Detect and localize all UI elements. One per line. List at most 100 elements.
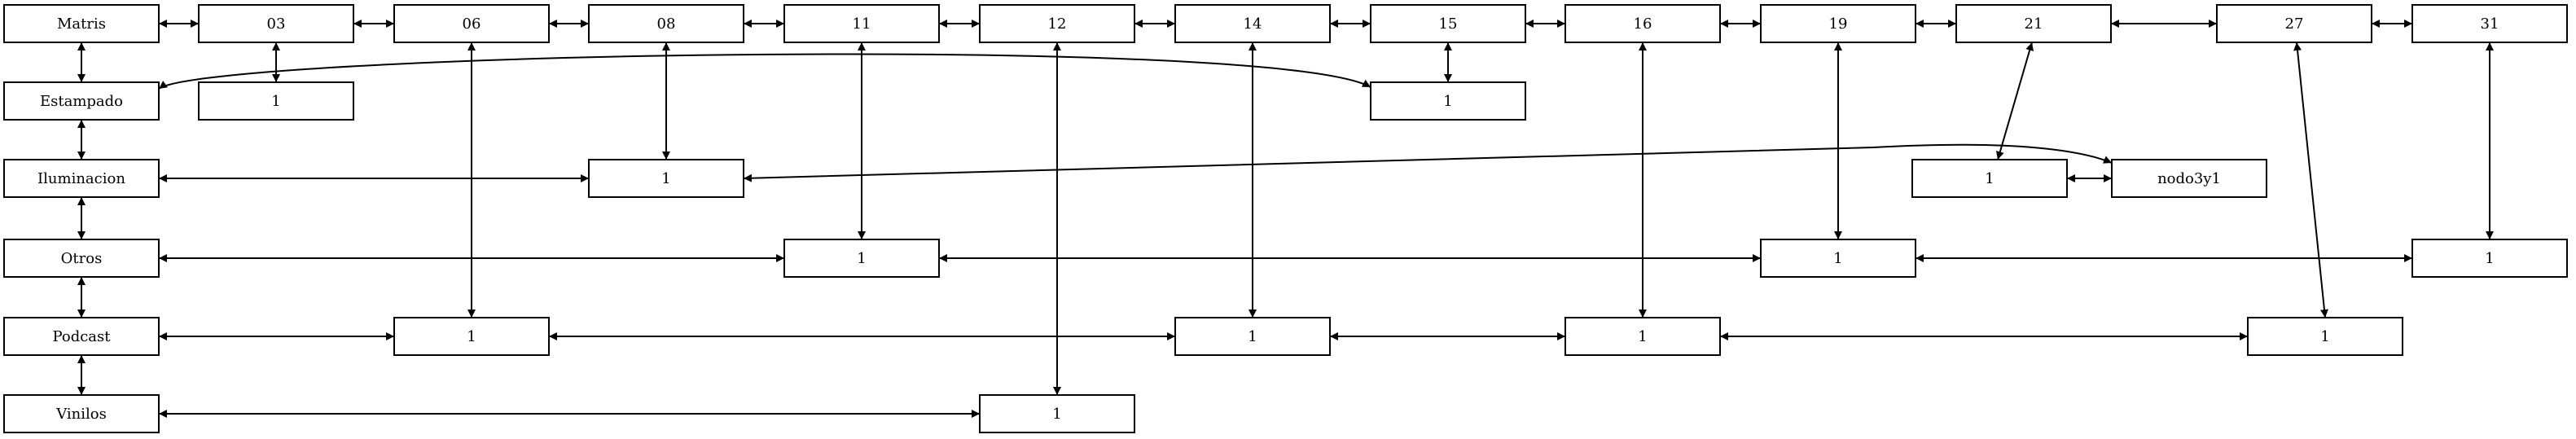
node-p14-label: 1 [1248, 328, 1257, 345]
node-p06: 1 [393, 317, 550, 356]
node-otros: Otros [3, 239, 160, 278]
node-otros-box [3, 239, 160, 278]
node-n14: 14 [1174, 4, 1331, 43]
node-p27-box [2247, 317, 2403, 356]
node-n15: 15 [1370, 4, 1526, 43]
node-n03-box [198, 4, 354, 43]
node-n27-box [2216, 4, 2372, 43]
node-p16: 1 [1564, 317, 1721, 356]
node-estampado-label: Estampado [40, 93, 123, 110]
node-n31-box [2411, 4, 2568, 43]
node-n03: 03 [198, 4, 354, 43]
node-p27: 1 [2247, 317, 2403, 356]
node-i21: 1 [1911, 159, 2068, 198]
node-n06-label: 06 [463, 15, 481, 33]
node-n27-label: 27 [2285, 15, 2304, 33]
node-iluminacion-label: Iluminacion [37, 170, 125, 187]
node-p06-label: 1 [467, 328, 476, 345]
node-vinilos-box [3, 394, 160, 433]
node-n08-box [588, 4, 744, 43]
node-iluminacion: Iluminacion [3, 159, 160, 198]
edge-n21-i21 [1996, 42, 2034, 160]
node-n21: 21 [1955, 4, 2112, 43]
edge-n27-p27 [2293, 42, 2328, 318]
node-matris: Matris [3, 4, 160, 43]
node-i21-label: 1 [1985, 170, 1994, 187]
node-vinilos-label: Vinilos [55, 406, 107, 423]
node-p14-box [1174, 317, 1331, 356]
node-i08-label: 1 [661, 170, 670, 187]
node-n31-label: 31 [2481, 15, 2499, 33]
node-n21-box [1955, 4, 2112, 43]
node-n12-label: 12 [1048, 15, 1067, 33]
node-n16-box [1564, 4, 1721, 43]
node-n15-box [1370, 4, 1526, 43]
node-o11: 1 [783, 239, 940, 278]
node-v12: 1 [979, 394, 1135, 433]
node-n08-label: 08 [657, 15, 676, 33]
node-e03: 1 [198, 81, 354, 121]
node-o31-box [2411, 239, 2568, 278]
node-o31-label: 1 [2485, 250, 2494, 267]
node-e15-label: 1 [1443, 93, 1452, 110]
node-estampado-box [3, 81, 160, 121]
node-n15-label: 15 [1439, 15, 1458, 33]
node-o19-box [1760, 239, 1916, 278]
node-o11-label: 1 [857, 250, 866, 267]
node-n19: 19 [1760, 4, 1916, 43]
node-n12-box [979, 4, 1135, 43]
node-e15: 1 [1370, 81, 1526, 121]
node-e15-box [1370, 81, 1526, 121]
node-v12-box [979, 394, 1135, 433]
node-n19-box [1760, 4, 1916, 43]
node-n16: 16 [1564, 4, 1721, 43]
node-matris-box [3, 4, 160, 43]
node-n14-box [1174, 4, 1331, 43]
node-podcast-label: Podcast [52, 328, 111, 345]
node-matris-label: Matris [57, 15, 106, 33]
node-vinilos: Vinilos [3, 394, 160, 433]
node-iluminacion-box [3, 159, 160, 198]
node-p14: 1 [1174, 317, 1331, 356]
node-nodo3y1-label: nodo3y1 [2157, 170, 2221, 187]
node-i21-box [1911, 159, 2068, 198]
node-i08: 1 [588, 159, 744, 198]
node-n19-label: 19 [1829, 15, 1848, 33]
node-o19-label: 1 [1833, 250, 1842, 267]
node-e03-box [198, 81, 354, 121]
node-e03-label: 1 [271, 93, 280, 110]
node-n08: 08 [588, 4, 744, 43]
node-i08-box [588, 159, 744, 198]
node-n11-box [783, 4, 940, 43]
node-otros-label: Otros [61, 250, 103, 267]
node-n14-label: 14 [1244, 15, 1262, 33]
node-n21-label: 21 [2025, 15, 2043, 33]
node-p27-label: 1 [2320, 328, 2329, 345]
edge-estampado-e15 [158, 53, 1371, 90]
edges-layer [77, 20, 2494, 418]
node-n11-label: 11 [853, 15, 871, 33]
node-n12: 12 [979, 4, 1135, 43]
node-v12-label: 1 [1052, 406, 1061, 423]
node-nodo3y1-box [2111, 159, 2267, 198]
node-o11-box [783, 239, 940, 278]
node-n06-box [393, 4, 550, 43]
node-nodo3y1: nodo3y1 [2111, 159, 2267, 198]
node-n31: 31 [2411, 4, 2568, 43]
node-p06-box [393, 317, 550, 356]
node-o19: 1 [1760, 239, 1916, 278]
edge-i08-nodo3y1 [743, 143, 2113, 182]
node-estampado: Estampado [3, 81, 160, 121]
node-n06: 06 [393, 4, 550, 43]
node-n03-label: 03 [267, 15, 286, 33]
node-o31: 1 [2411, 239, 2568, 278]
node-n27: 27 [2216, 4, 2372, 43]
node-podcast-box [3, 317, 160, 356]
node-n16-label: 16 [1634, 15, 1652, 33]
node-n11: 11 [783, 4, 940, 43]
node-p16-label: 1 [1638, 328, 1647, 345]
node-podcast: Podcast [3, 317, 160, 356]
node-p16-box [1564, 317, 1721, 356]
